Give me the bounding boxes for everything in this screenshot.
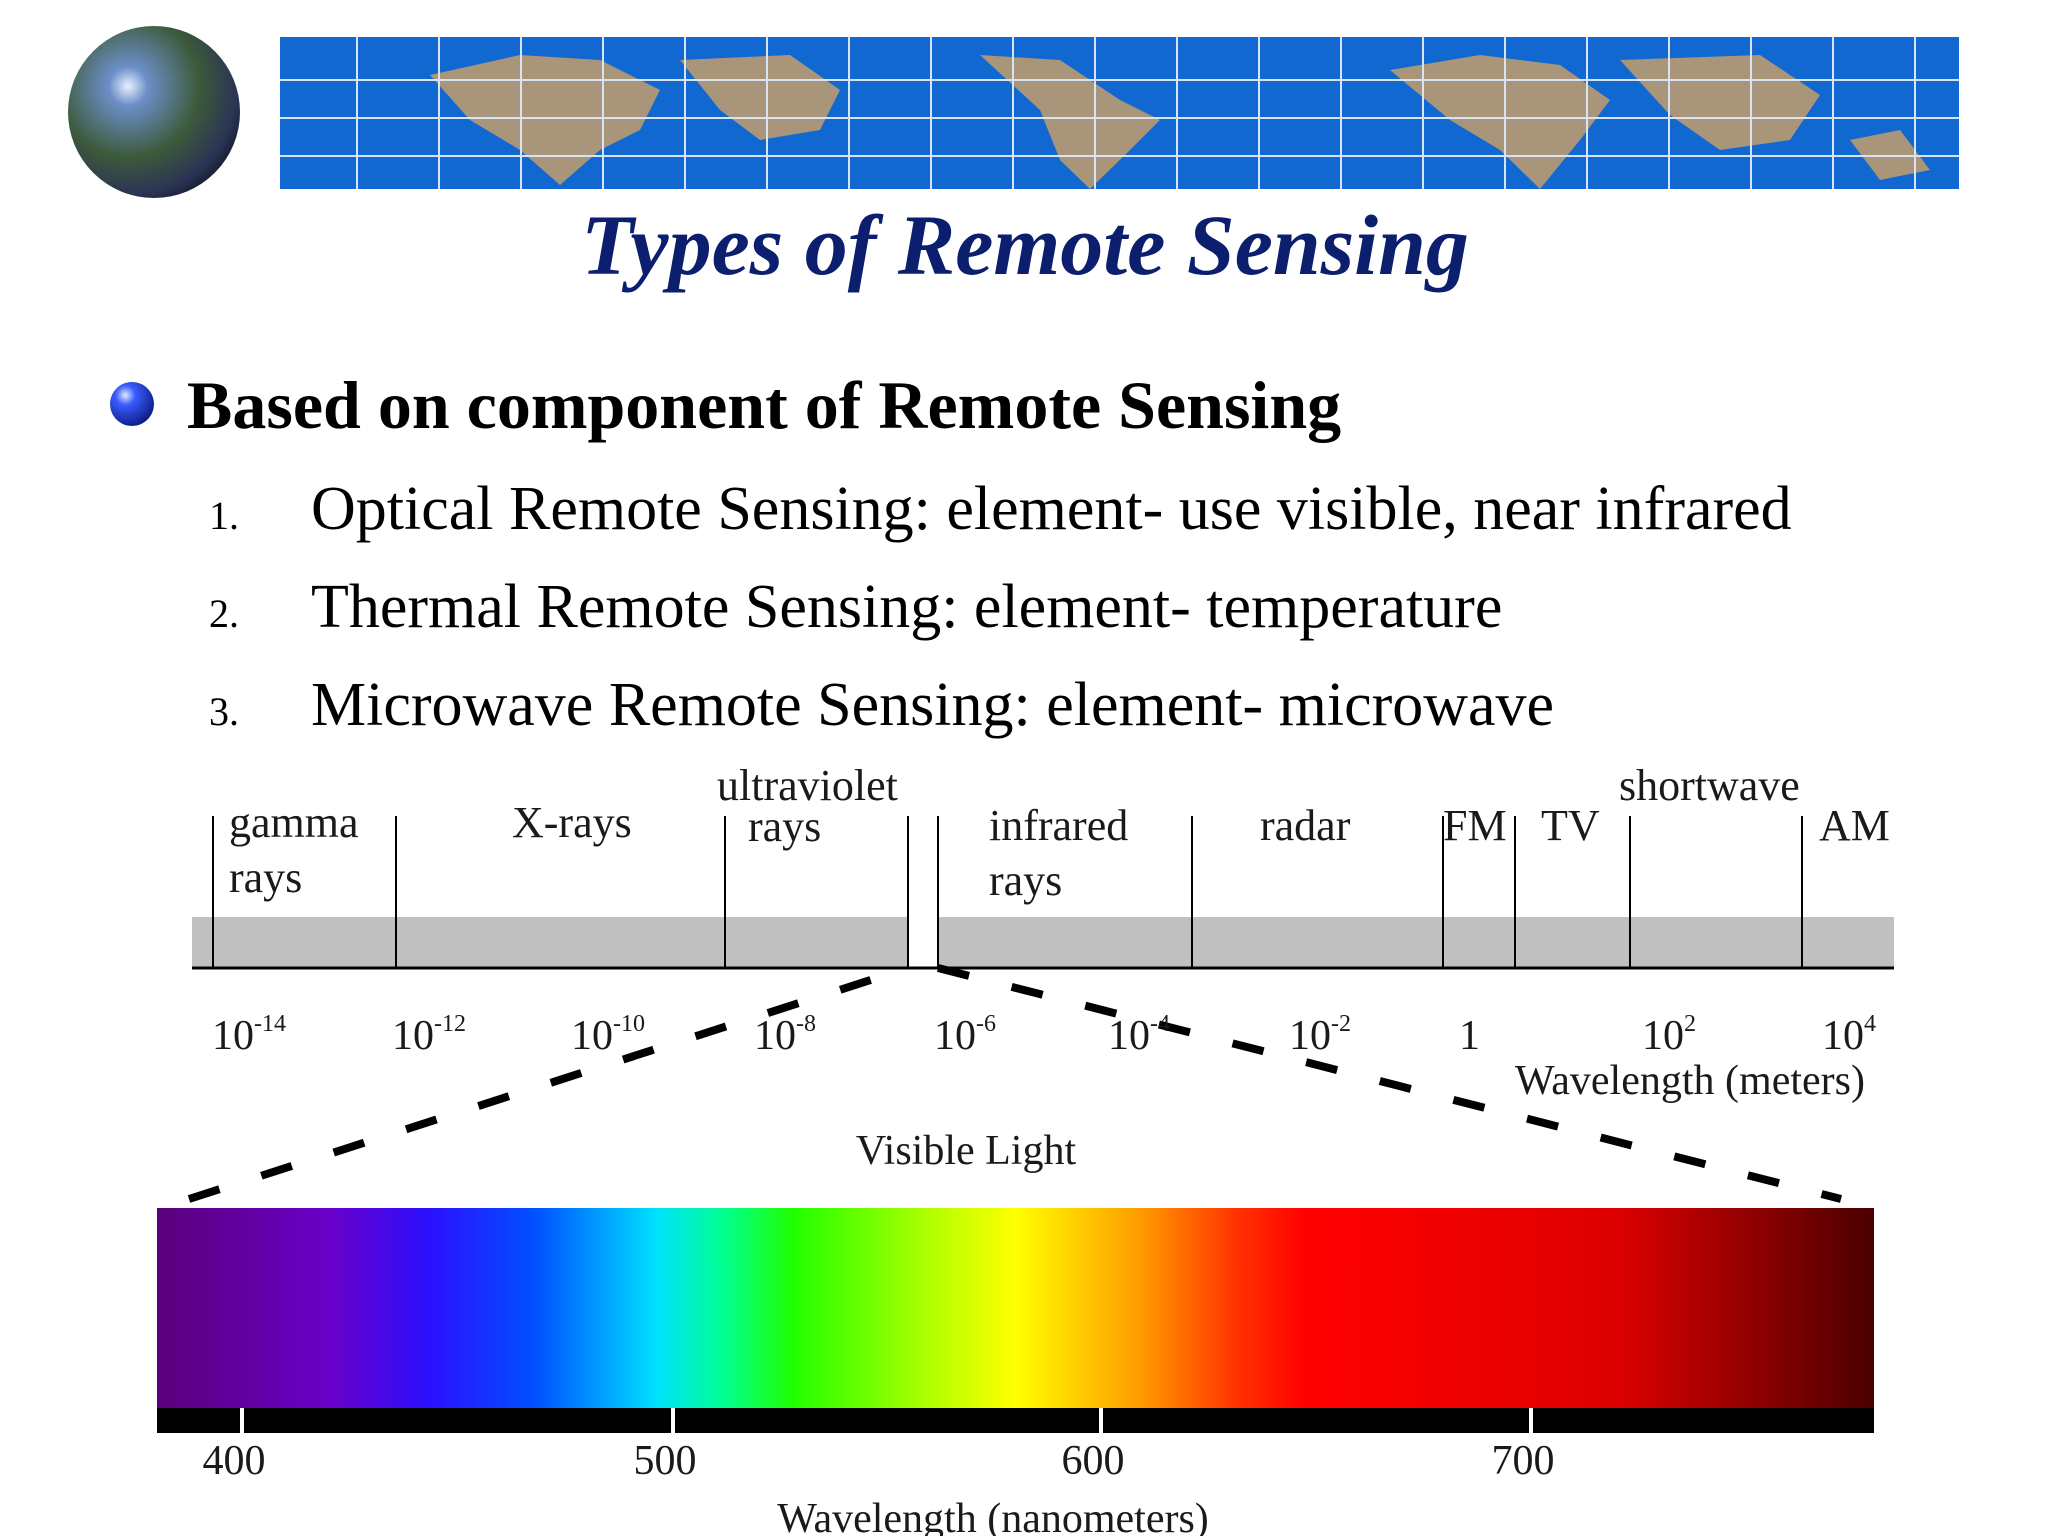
band-label: X-rays (512, 798, 632, 847)
tick-base: 10 (1822, 1013, 1864, 1059)
tick-base: 10 (1289, 1013, 1331, 1059)
bullet-ball (110, 382, 154, 426)
band-label: shortwave (1619, 761, 1800, 810)
item-number: 1. (209, 493, 239, 538)
list: 1. Optical Remote Sensing: element- use v… (209, 475, 1792, 739)
wavelength-tick: 1 (1459, 1013, 1480, 1059)
band-gap (908, 905, 938, 967)
wavelength-tick: 10-14 (212, 1011, 286, 1059)
wavelength-tick: 10-4 (1108, 1011, 1170, 1059)
tick-base: 10 (571, 1013, 613, 1059)
tick-exponent: -6 (976, 1011, 996, 1037)
nm-bar (157, 1408, 1874, 1433)
nm-tick-label: 700 (1492, 1438, 1555, 1484)
band-label: gamma (229, 798, 359, 847)
band-label: infrared (989, 801, 1128, 850)
tick-exponent: -2 (1331, 1011, 1351, 1037)
slide-title: Types of Remote Sensing (581, 197, 1469, 293)
tick-base: 10 (754, 1013, 796, 1059)
zoom-lines (187, 964, 1842, 1203)
wavelength-tick: 10-10 (571, 1011, 645, 1059)
bullet-text: Based on component of Remote Sensing (187, 367, 1341, 443)
item-number: 3. (209, 689, 239, 734)
tick-exponent: -4 (1150, 1011, 1170, 1037)
wavelength-meters-label: Wavelength (meters) (1515, 1058, 1865, 1104)
wavelength-tick: 104 (1822, 1011, 1876, 1059)
tick-exponent: 4 (1864, 1011, 1876, 1037)
item-text: Thermal Remote Sensing: element- tempera… (311, 573, 1502, 641)
band-label: rays (229, 853, 302, 902)
nm-tick-label: 400 (203, 1438, 266, 1484)
wavelength-tick: 102 (1642, 1011, 1696, 1059)
band-label: radar (1260, 801, 1351, 850)
tick-base: 10 (212, 1013, 254, 1059)
tick-exponent: -14 (254, 1011, 286, 1037)
spectrum-diagram: Wavelength (meters) Visible Light Wavele… (157, 761, 1894, 1536)
band-label: rays (989, 856, 1062, 905)
wavelength-tick: 10-6 (934, 1011, 996, 1059)
banner (235, 37, 1959, 189)
band-bar (192, 917, 1894, 967)
globe (68, 26, 240, 198)
tick-exponent: -12 (434, 1011, 466, 1037)
wavelength-nm-label: Wavelength (nanometers) (777, 1496, 1209, 1536)
tick-base: 10 (1642, 1013, 1684, 1059)
tick-exponent: -10 (613, 1011, 645, 1037)
banner-grid (235, 37, 1959, 189)
band-label: AM (1819, 801, 1890, 850)
band-label: TV (1541, 801, 1600, 850)
visible-spectrum (157, 1208, 1874, 1408)
tick-exponent: -8 (796, 1011, 816, 1037)
wavelength-tick: 10-2 (1289, 1011, 1351, 1059)
nm-tick-label: 500 (634, 1438, 697, 1484)
item-number: 2. (209, 591, 239, 636)
wavelength-tick: 10-12 (392, 1011, 466, 1059)
tick-exponent: 2 (1684, 1011, 1696, 1037)
tick-base: 1 (1459, 1013, 1480, 1059)
item-text: Optical Remote Sensing: element- use vis… (311, 475, 1792, 543)
item-text: Microwave Remote Sensing: element- micro… (311, 671, 1554, 739)
tick-base: 10 (392, 1013, 434, 1059)
wavelength-tick: 10-8 (754, 1011, 816, 1059)
tick-base: 10 (1108, 1013, 1150, 1059)
band-label: ultraviolet (717, 761, 898, 810)
tick-base: 10 (934, 1013, 976, 1059)
band-label: FM (1443, 801, 1507, 850)
visible-light-label: Visible Light (856, 1128, 1077, 1174)
nm-tick-label: 600 (1062, 1438, 1125, 1484)
band-label: rays (748, 802, 821, 851)
